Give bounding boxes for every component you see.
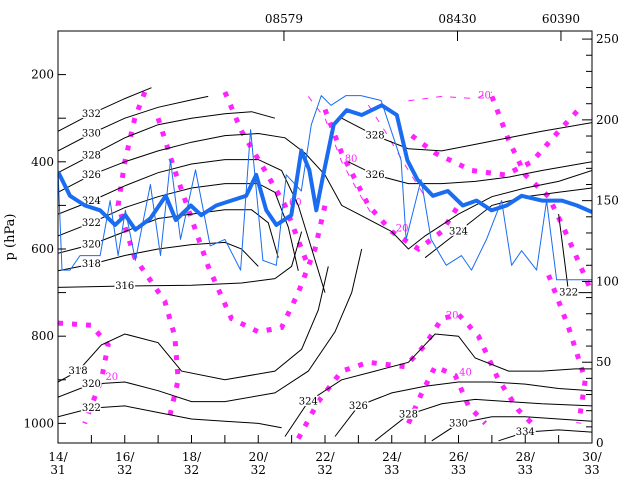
isentrope-322: [58, 183, 299, 271]
dotted-contour-9: [546, 274, 588, 424]
isentrope-label: 330: [82, 128, 101, 139]
dashed-contour-0: [307, 96, 373, 215]
isentrope-label: 318: [82, 259, 101, 270]
y-right-tick-label: 0: [596, 436, 604, 450]
isentrope-326: [58, 132, 592, 250]
isentrope-label: 322: [82, 218, 101, 229]
isentrope-label: 328: [366, 131, 385, 142]
isentrope-324: [58, 159, 326, 293]
y-tick-label: 1000: [23, 416, 54, 430]
isentrope-328: [58, 111, 276, 174]
dotted-contour-label: 20: [446, 311, 459, 322]
dashed-contour-label: 80: [345, 154, 358, 165]
dotted-contour-5: [410, 107, 581, 178]
isentrope-328: [374, 398, 592, 442]
isentrope-334: [498, 429, 592, 442]
dashed-contour-label: 20: [478, 91, 491, 102]
isentrope-label: 330: [449, 418, 468, 429]
y-tick-label: 400: [31, 155, 54, 169]
station-label: 60390: [542, 12, 580, 26]
x-tick-label: 22/: [315, 450, 335, 464]
x-tick-label: 18/: [182, 450, 202, 464]
x-tick-label: 33: [518, 463, 533, 477]
dotted-contour-label: 20: [105, 372, 118, 383]
x-tick-label: 26/: [449, 450, 469, 464]
y-right-tick-label: 100: [596, 274, 618, 288]
isentrope-label: 328: [82, 150, 101, 161]
isentrope-324: [284, 333, 592, 437]
isentrope-label: 324: [449, 227, 468, 238]
y-tick-label: 800: [31, 329, 54, 343]
isentrope-label: 322: [559, 288, 578, 299]
dotted-contour-label: 60: [289, 197, 302, 208]
x-tick-label: 33: [451, 463, 466, 477]
dotted-contour-2: [155, 117, 328, 335]
isentrope-contours: 332 330 328 326 324 322 320 318 316 318 320 322 324 3…: [58, 87, 592, 442]
dotted-contour-7: [406, 363, 488, 426]
isentrope-326: [334, 381, 592, 437]
y-axis-label: p (hPa): [3, 214, 18, 261]
x-tick-label: 33: [384, 463, 399, 477]
x-tick-label: 32: [317, 463, 332, 477]
isentrope-322: [58, 405, 282, 429]
y-right-tick-label: 200: [596, 113, 618, 127]
isentrope-330: [58, 95, 209, 152]
x-tick-label: 32: [117, 463, 132, 477]
x-tick-label: 32: [251, 463, 266, 477]
dashed-contour-2: [408, 91, 493, 102]
isentrope-label: 322: [82, 403, 101, 414]
axes: 14/3116/3218/3220/3222/3224/3326/3328/33…: [23, 12, 618, 477]
isentrope-label: 324: [299, 397, 318, 408]
dotted-contour-label: 40: [459, 367, 472, 378]
isentrope-label: 334: [516, 427, 535, 438]
dotted-contour-8: [489, 95, 592, 294]
isentrope-label: 326: [366, 170, 385, 181]
isentrope-322: [558, 214, 592, 294]
isentrope-326: [348, 161, 592, 185]
isentrope-label: 320: [82, 240, 101, 251]
dotted-contour-6: [296, 311, 534, 440]
x-tick-label: 16/: [115, 450, 135, 464]
thick-series-line: [58, 103, 592, 232]
isentrope-328: [341, 117, 592, 152]
x-tick-label: 30/: [582, 450, 602, 464]
dashed-contours: 80 20: [307, 91, 493, 215]
dashed-contour-1: [367, 104, 426, 197]
isentrope-318: [58, 266, 329, 383]
station-label: 08579: [265, 12, 303, 26]
isentrope-318: [58, 241, 259, 272]
y-tick-label: 600: [31, 242, 54, 256]
x-tick-label: 20/: [249, 450, 269, 464]
y-tick-label: 200: [31, 68, 54, 82]
series: [58, 95, 592, 281]
isentrope-332: [58, 87, 152, 132]
x-tick-label: 33: [584, 463, 599, 477]
y-right-tick-label: 50: [596, 355, 611, 369]
x-tick-label: 31: [50, 463, 65, 477]
isentrope-330: [431, 416, 592, 442]
isentrope-label: 320: [82, 379, 101, 390]
station-label: 08430: [438, 12, 476, 26]
isentrope-label: 332: [82, 109, 101, 120]
isentrope-label: 316: [115, 281, 134, 292]
isentrope-label: 326: [349, 401, 368, 412]
isentrope-324: [424, 187, 592, 259]
thin-series-line: [58, 95, 592, 281]
isentrope-label: 318: [68, 366, 87, 377]
x-tick-label: 14/: [48, 450, 68, 464]
dotted-contour-3: [222, 91, 311, 268]
x-tick-label: 32: [184, 463, 199, 477]
dotted-contour-label: 20: [396, 224, 409, 235]
isentrope-label: 326: [82, 170, 101, 181]
isentrope-label: 328: [399, 410, 418, 421]
isentrope-320: [58, 248, 363, 403]
x-tick-label: 24/: [382, 450, 402, 464]
y-right-tick-label: 250: [596, 32, 618, 46]
y-right-tick-label: 150: [596, 194, 618, 208]
x-tick-label: 28/: [516, 450, 536, 464]
dotted-contour-1: [115, 91, 181, 424]
isentrope-316: [58, 231, 303, 288]
